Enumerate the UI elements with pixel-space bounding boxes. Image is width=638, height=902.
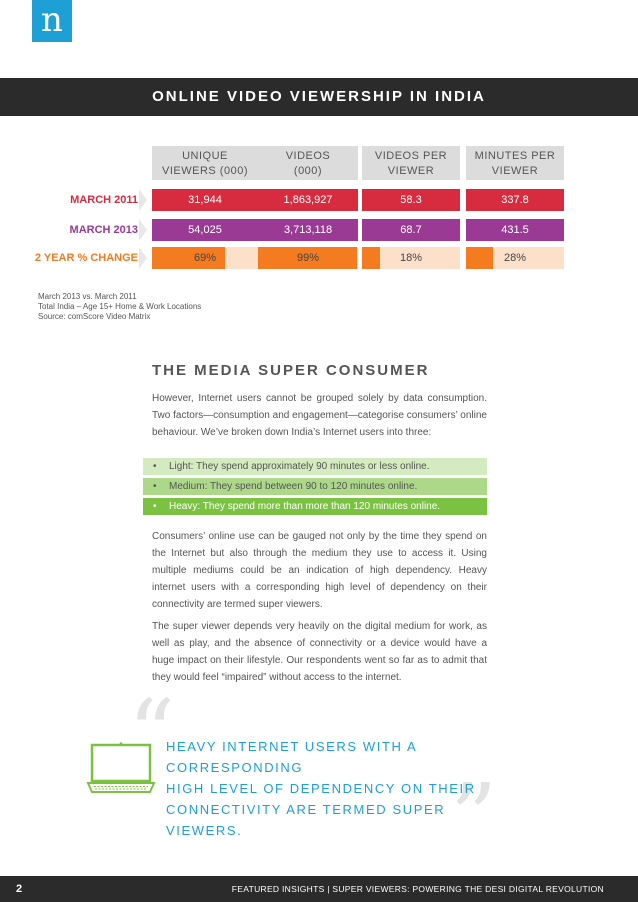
footer-text: FEATURED INSIGHTS | SUPER VIEWERS: POWER… [231, 884, 604, 894]
change-cell: 18% [362, 247, 460, 269]
change-fill-bar [152, 247, 226, 269]
row-arrow-icon [139, 247, 147, 269]
row-label-march-2011: MARCH 2011 [70, 194, 138, 206]
note-line: Total India – Age 15+ Home & Work Locati… [38, 302, 202, 311]
column-header-unique-viewers: UNIQUE VIEWERS (000) [152, 146, 258, 180]
bullet-light: • Light: They spend approximately 90 minu… [143, 458, 487, 475]
bullet-text: Medium: They spend between 90 to 120 min… [169, 481, 418, 492]
intro-paragraph: However, Internet users cannot be groupe… [152, 393, 487, 438]
bullet-text: Heavy: They spend more than more than 12… [169, 501, 441, 512]
body-paragraph: Consumers’ online use can be gauged not … [152, 531, 487, 610]
pull-quote-line: HEAVY INTERNET USERS WITH A CORRESPONDIN… [166, 739, 417, 775]
column-header-line: (000) [293, 165, 323, 177]
close-quote-mark: ” [450, 764, 498, 871]
nielsen-logo: n [32, 0, 72, 42]
column-header-line: MINUTES PER [474, 150, 556, 162]
column-header-videos: VIDEOS (000) [258, 146, 358, 180]
pull-quote: HEAVY INTERNET USERS WITH A CORRESPONDIN… [166, 736, 526, 841]
row-arrow-icon [139, 219, 147, 241]
open-quote-mark: “ [128, 680, 176, 787]
table-notes: March 2013 vs. March 2011 Total India – … [38, 292, 201, 322]
pull-quote-line: CONNECTIVITY ARE TERMED SUPER VIEWERS. [166, 802, 446, 838]
table-cell: 3,713,118 [258, 219, 358, 241]
laptop-icon [86, 742, 156, 793]
change-cell: 28% [466, 247, 564, 269]
bullet-medium: • Medium: They spend between 90 to 120 mi… [143, 478, 487, 495]
column-header-line: VIEWERS (000) [162, 165, 248, 177]
change-fill-bar [258, 247, 357, 269]
change-value: 99% [296, 252, 320, 264]
note-line: Source: comScore Video Matrix [38, 312, 151, 321]
section-title: THE MEDIA SUPER CONSUMER [152, 362, 430, 379]
change-value: 18% [399, 252, 423, 264]
page-title-banner: ONLINE VIDEO VIEWERSHIP IN INDIA [0, 78, 638, 116]
table-cell: 337.8 [466, 189, 564, 211]
row-label-2-year-change: 2 YEAR % CHANGE [34, 252, 138, 264]
change-cell: 99% [258, 247, 358, 269]
row-label-march-2013: MARCH 2013 [69, 224, 138, 236]
table-cell: 68.7 [362, 219, 460, 241]
table-cell: 1,863,927 [258, 189, 358, 211]
table-cell: 431.5 [466, 219, 564, 241]
page-footer: 2 FEATURED INSIGHTS | SUPER VIEWERS: POW… [0, 876, 638, 902]
change-value: 28% [503, 252, 527, 264]
table-cell: 31,944 [152, 189, 258, 211]
column-header-videos-per-viewer: VIDEOS PER VIEWER [362, 146, 460, 180]
change-cell: 69% [152, 247, 258, 269]
column-header-line: UNIQUE [182, 150, 228, 162]
column-header-line: VIEWER [387, 165, 435, 177]
change-fill-bar [466, 247, 494, 269]
bullet-text: Light: They spend approximately 90 minut… [169, 461, 430, 472]
column-header-line: VIEWER [491, 165, 539, 177]
change-value: 69% [193, 252, 217, 264]
column-header-line: VIDEOS [285, 150, 331, 162]
column-header-minutes-per-viewer: MINUTES PER VIEWER [466, 146, 564, 180]
row-arrow-icon [139, 189, 147, 211]
pull-quote-line: HIGH LEVEL OF DEPENDENCY ON THEIR [166, 781, 476, 796]
change-fill-bar [362, 247, 380, 269]
table-cell: 54,025 [152, 219, 258, 241]
page-number: 2 [16, 883, 23, 895]
note-line: March 2013 vs. March 2011 [38, 292, 137, 301]
table-cell: 58.3 [362, 189, 460, 211]
bullet-heavy: • Heavy: They spend more than more than 1… [143, 498, 487, 515]
body-paragraph: The super viewer depends very heavily on… [152, 621, 487, 683]
column-header-line: VIDEOS PER [374, 150, 448, 162]
